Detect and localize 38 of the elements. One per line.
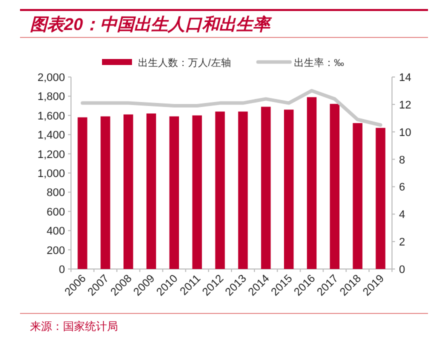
title: 图表20：中国出生人口和出生率 [30,15,270,34]
y-tick-label: 2,000 [37,72,65,84]
y2-tick-label: 6 [399,182,406,194]
bar [330,104,340,269]
bar [146,113,156,269]
bar [284,110,294,269]
y-tick-label: 1,200 [37,148,65,161]
y-tick-label: 1,000 [37,168,65,180]
bar [169,116,179,269]
y-tick-label: 600 [46,206,65,218]
bar [238,112,248,269]
y2-tick-label: 2 [399,236,406,249]
bar [306,97,317,269]
bar [124,114,134,269]
y2-tick-label: 0 [399,264,406,276]
bar [192,115,202,269]
line-series [80,88,382,127]
bar [215,112,225,269]
legend-label: 出生人数：万人/左轴 [138,57,231,69]
y2-tick-label: 14 [399,72,412,84]
legend-label: 出生率：‰ [294,57,344,69]
bar [261,106,271,269]
bar [78,117,88,269]
y-tick-label: 400 [46,226,65,238]
y-tick-label: 1,600 [37,110,65,122]
y2-tick-label: 8 [399,154,406,166]
y-tick-label: 1,800 [37,91,65,104]
source-note: 来源：国家统计局 [30,320,118,333]
y2-tick-label: 10 [399,126,412,139]
bar [100,116,110,269]
bar [352,123,362,269]
y-tick-label: 200 [46,244,65,257]
y2-tick-label: 4 [399,209,406,222]
bar [376,128,386,269]
y-tick-label: 1,400 [37,130,65,142]
y-tick-label: 800 [46,187,65,200]
y-tick-label: 0 [58,264,65,276]
y2-tick-label: 12 [399,99,412,112]
